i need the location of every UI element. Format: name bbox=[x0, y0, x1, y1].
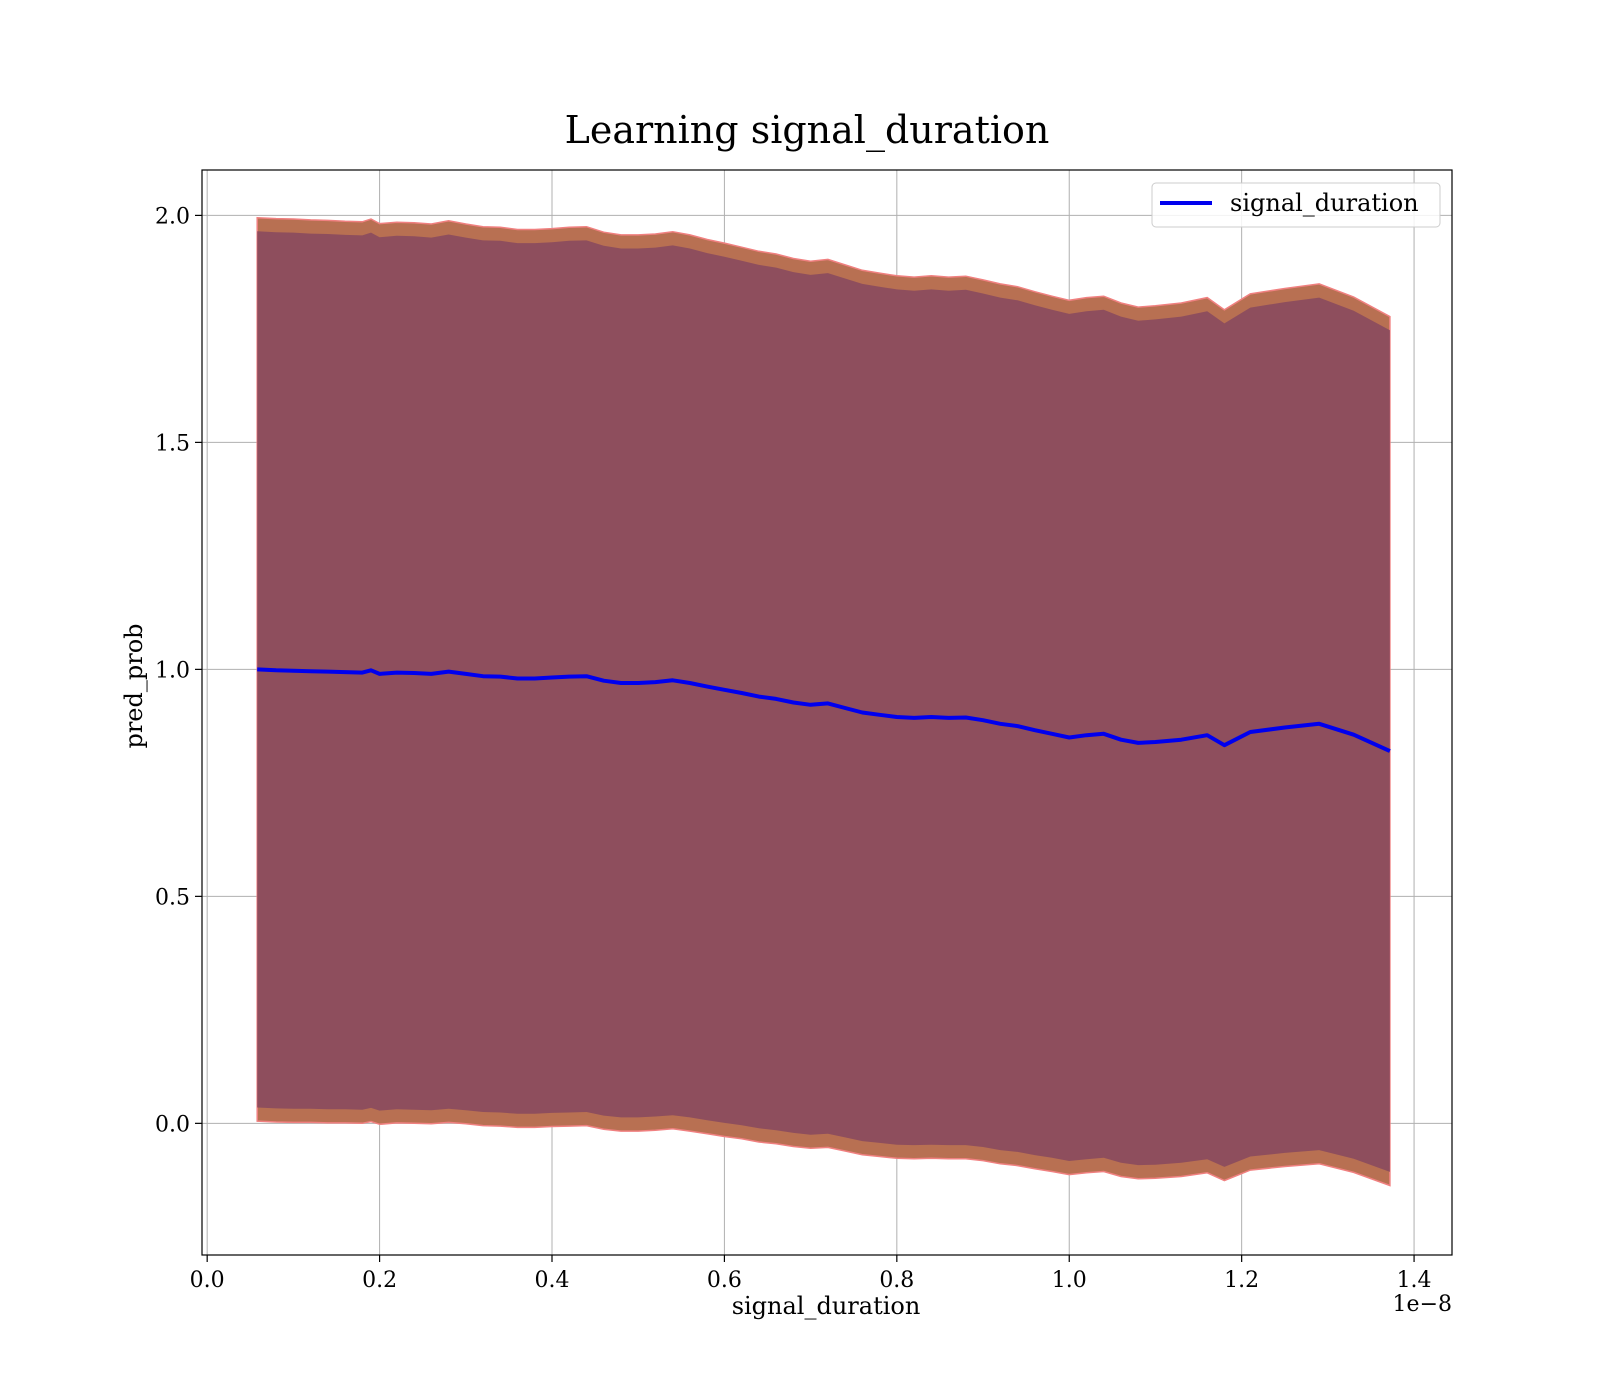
x-tick-label: 1.2 bbox=[1224, 1268, 1259, 1293]
y-axis: 0.0 0.5 1.0 1.5 2.0 bbox=[155, 204, 202, 1137]
x-tick-label: 0.0 bbox=[190, 1268, 225, 1293]
legend-label-signal-duration: signal_duration bbox=[1230, 189, 1419, 217]
confidence-bands bbox=[256, 216, 1391, 1187]
legend-box bbox=[1151, 182, 1441, 228]
y-axis-label: pred_prob bbox=[120, 623, 148, 748]
y-tick-label: 0.5 bbox=[155, 885, 190, 910]
x-axis-offset-label: 1e−8 bbox=[1393, 1292, 1452, 1317]
series-line-signal-duration bbox=[257, 667, 1391, 753]
x-tick-label: 0.6 bbox=[707, 1268, 742, 1293]
x-tick-label: 1.4 bbox=[1397, 1268, 1432, 1293]
y-tick-label: 1.5 bbox=[155, 431, 190, 456]
x-axis-label: signal_duration bbox=[732, 1292, 921, 1320]
x-axis: 0.0 0.2 0.4 0.6 0.8 1.0 1.2 1.4 bbox=[190, 1255, 1432, 1293]
x-tick-label: 0.8 bbox=[879, 1268, 914, 1293]
x-tick-label: 0.2 bbox=[362, 1268, 397, 1293]
chart-title: Learning signal_duration bbox=[565, 108, 1050, 153]
x-tick-label: 0.4 bbox=[535, 1268, 570, 1293]
inner-confidence-band bbox=[257, 231, 1390, 1172]
series-lines bbox=[257, 667, 1391, 753]
y-tick-label: 2.0 bbox=[155, 204, 190, 229]
y-tick-label: 0.0 bbox=[155, 1112, 190, 1137]
plot-area bbox=[201, 169, 1453, 1256]
y-tick-label: 1.0 bbox=[155, 658, 190, 683]
x-tick-label: 1.0 bbox=[1052, 1268, 1087, 1293]
legend[interactable]: signal_duration bbox=[1151, 182, 1441, 228]
plot-frame bbox=[201, 169, 1453, 1256]
